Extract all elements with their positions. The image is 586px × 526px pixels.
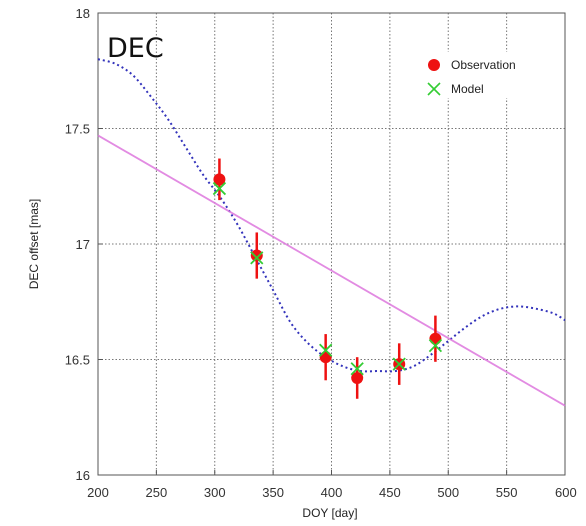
x-tick-label: 250: [146, 485, 168, 500]
x-tick-label: 200: [87, 485, 109, 500]
model-curve-dotted: [97, 58, 566, 373]
observation-point: [429, 332, 442, 345]
model-point-stroke: [350, 362, 364, 376]
y-tick-label: 17.5: [65, 122, 90, 137]
model-curves: [97, 58, 566, 407]
model-point: [319, 343, 333, 357]
x-tick-label: 400: [321, 485, 343, 500]
observation-point: [250, 249, 263, 262]
y-tick-label: 16.5: [65, 353, 90, 368]
observation-point: [213, 173, 226, 186]
tick-labels: 200 250 300 350 400 450 500 550 600 16 16.5 17 17.5 1…: [65, 6, 577, 500]
x-tick-label: 450: [379, 485, 401, 500]
model-point: [350, 362, 364, 376]
model-point-stroke: [428, 339, 443, 353]
y-axis-label: DEC offset [mas]: [27, 199, 41, 289]
x-tick-label: 500: [437, 485, 459, 500]
legend-model-marker: [427, 82, 441, 96]
chart-title: DEC: [107, 33, 164, 64]
model-point-stroke: [392, 357, 406, 371]
x-tick-label: 550: [496, 485, 518, 500]
trend-line: [97, 134, 566, 407]
model-point: [250, 251, 264, 265]
legend: Observation Model: [420, 52, 530, 98]
x-tick-label: 350: [262, 485, 284, 500]
x-tick-label: 300: [204, 485, 226, 500]
model-point-stroke: [250, 251, 264, 265]
model-point-stroke: [319, 343, 333, 357]
x-axis-label: DOY [day]: [302, 506, 357, 520]
model-point-stroke: [212, 181, 227, 196]
data-points: [212, 158, 443, 399]
legend-observation-label: Observation: [451, 58, 516, 72]
x-tick-label: 600: [555, 485, 577, 500]
observation-point: [351, 371, 364, 384]
observation-point: [319, 351, 332, 364]
model-point: [212, 181, 227, 196]
y-tick-label: 16: [76, 468, 90, 483]
y-tick-label: 17: [76, 237, 90, 252]
model-point: [392, 357, 406, 371]
model-point: [428, 339, 443, 353]
legend-observation-marker: [428, 59, 440, 71]
legend-background: [420, 52, 530, 98]
y-tick-label: 18: [76, 6, 90, 21]
legend-model-label: Model: [451, 82, 484, 96]
legend-model-stroke: [427, 82, 441, 96]
